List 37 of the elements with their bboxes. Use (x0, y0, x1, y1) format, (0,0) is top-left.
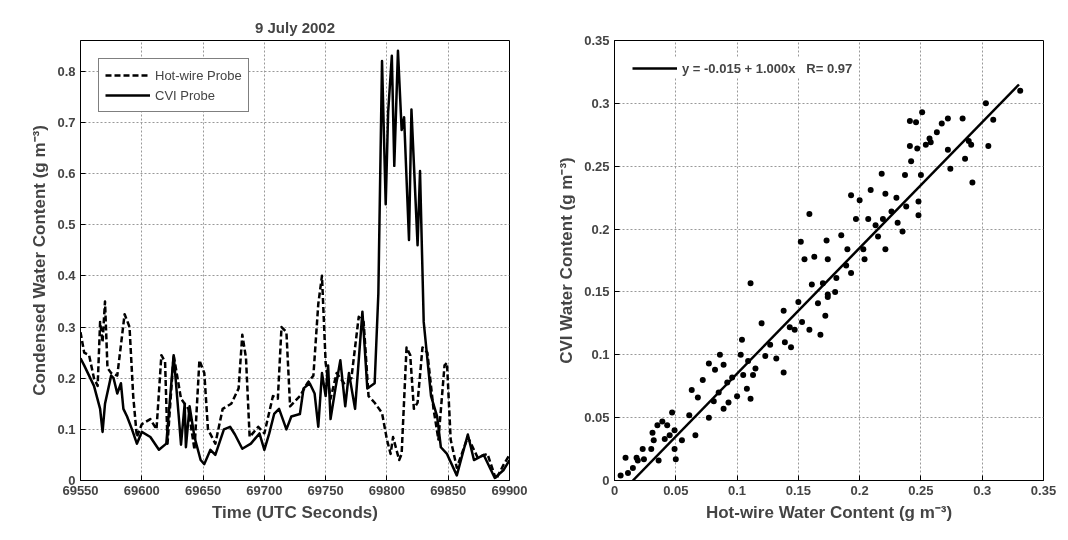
y-tick-label: 0.2 (591, 221, 610, 237)
x-tick-label: 69600 (123, 482, 160, 498)
y-axis-title: Condensed Water Content (g m⁻³) (30, 125, 50, 396)
y-tick-label: 0.4 (57, 268, 77, 284)
x-tick-label: 0.2 (850, 482, 869, 498)
y-tick-label: 0.1 (591, 347, 610, 363)
x-tick-label: 69700 (246, 482, 283, 498)
y-tick-label: 0.25 (584, 158, 610, 174)
x-axis-title: Hot-wire Water Content (g m⁻³) (705, 502, 953, 522)
chart-title: 9 July 2002 (254, 18, 336, 36)
y-axis-title: CVI Water Content (g m⁻³) (557, 157, 577, 364)
x-tick-label: 69900 (491, 482, 528, 498)
y-tick-label: 0.15 (584, 284, 610, 300)
x-tick-label: 69850 (430, 482, 467, 498)
y-tick-label: 0.35 (584, 33, 610, 48)
x-tick-label: 0.1 (728, 482, 747, 498)
y-tick-label: 0.3 (57, 319, 76, 335)
legend-label: y = -0.015 + 1.000x R= 0.97 (682, 60, 853, 76)
x-tick-label: 69650 (185, 482, 222, 498)
x-tick-label: 69750 (307, 482, 344, 498)
x-axis-title: Time (UTC Seconds) (212, 502, 378, 522)
y-tick-label: 0.8 (57, 63, 76, 79)
x-tick-label: 0.25 (908, 482, 934, 498)
y-tick-label: 0.3 (591, 95, 610, 111)
legend-label: Hot-wire Probe (155, 67, 242, 83)
x-tick-label: 69800 (368, 482, 406, 498)
x-tick-label: 0.15 (785, 482, 812, 498)
y-tick-label: 0.1 (57, 421, 76, 437)
y-tick-label: 0.5 (57, 217, 76, 233)
legend-label: CVI Probe (155, 87, 215, 103)
y-tick-label: 0.7 (57, 114, 76, 130)
y-tick-label: 0.2 (57, 370, 76, 386)
y-tick-label: 0.6 (57, 166, 76, 182)
x-tick-label: 0.05 (663, 482, 689, 498)
x-tick-label: 0.3 (973, 482, 992, 498)
y-tick-label: 0.05 (584, 410, 610, 426)
x-tick-label: 0.35 (1030, 482, 1057, 498)
